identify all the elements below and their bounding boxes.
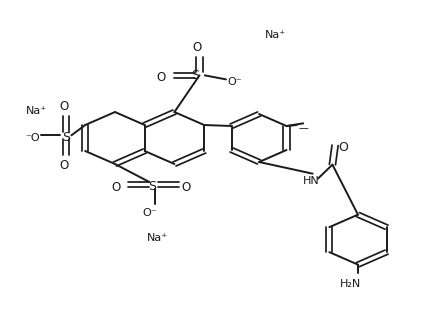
Text: O: O [193,41,202,54]
Text: Na⁺: Na⁺ [264,30,286,40]
Text: O⁻: O⁻ [228,77,242,87]
Text: S: S [62,130,70,143]
Text: O: O [59,100,69,113]
Text: HN: HN [303,176,319,186]
Text: —: — [299,123,309,133]
Text: Na⁺: Na⁺ [26,107,47,116]
Text: S: S [148,180,156,193]
Text: ⁻O: ⁻O [26,133,40,143]
Text: H₂N: H₂N [339,279,361,289]
Text: Na⁺: Na⁺ [147,233,168,243]
Text: O: O [156,71,166,84]
Text: O⁻: O⁻ [143,208,158,218]
Text: O: O [338,140,349,154]
Text: S: S [191,69,199,82]
Text: O: O [111,181,120,194]
Text: O: O [59,159,69,172]
Text: O: O [181,181,190,194]
